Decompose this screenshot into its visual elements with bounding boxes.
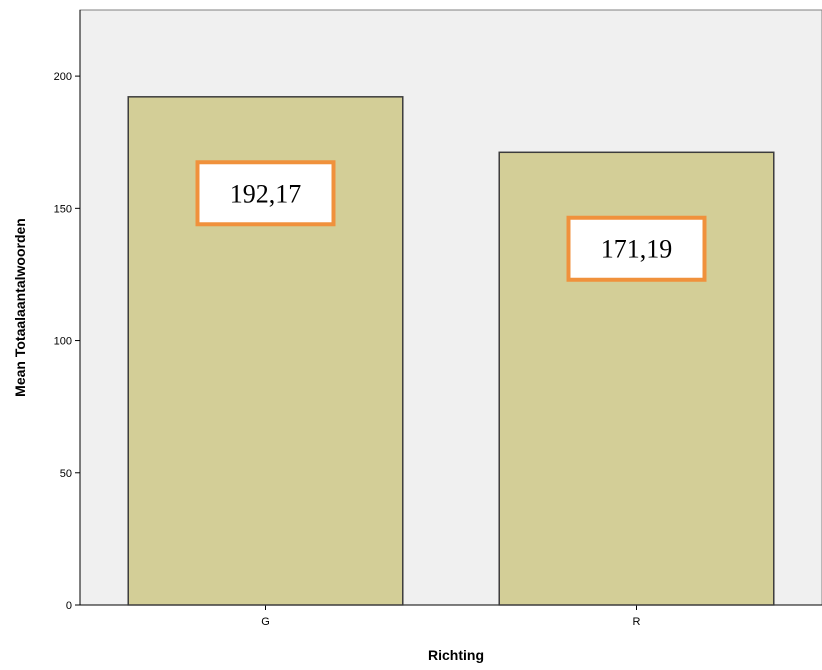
y-tick-label: 50 — [60, 468, 72, 480]
data-label-value: 171,19 — [601, 235, 673, 264]
x-tick-label: R — [633, 616, 641, 628]
data-label-box — [195, 160, 336, 227]
y-axis-title: Mean Totaalaantalwoorden — [12, 218, 28, 397]
data-label-box — [566, 215, 707, 282]
x-tick-label: G — [261, 616, 270, 628]
data-label-r: 171,19 — [566, 215, 707, 282]
y-tick-label: 150 — [54, 203, 72, 215]
y-tick-label: 0 — [66, 600, 72, 612]
y-tick-label: 200 — [54, 71, 72, 83]
y-axis: 0 50 100 150 200 — [54, 10, 81, 612]
data-label-g: 192,17 — [195, 160, 336, 227]
y-tick-label: 100 — [54, 336, 72, 348]
bars — [127, 96, 775, 606]
data-labels: 192,17 171,19 — [195, 160, 707, 282]
data-label-value: 192,17 — [230, 179, 302, 208]
x-axis-title: Richting — [428, 647, 484, 663]
